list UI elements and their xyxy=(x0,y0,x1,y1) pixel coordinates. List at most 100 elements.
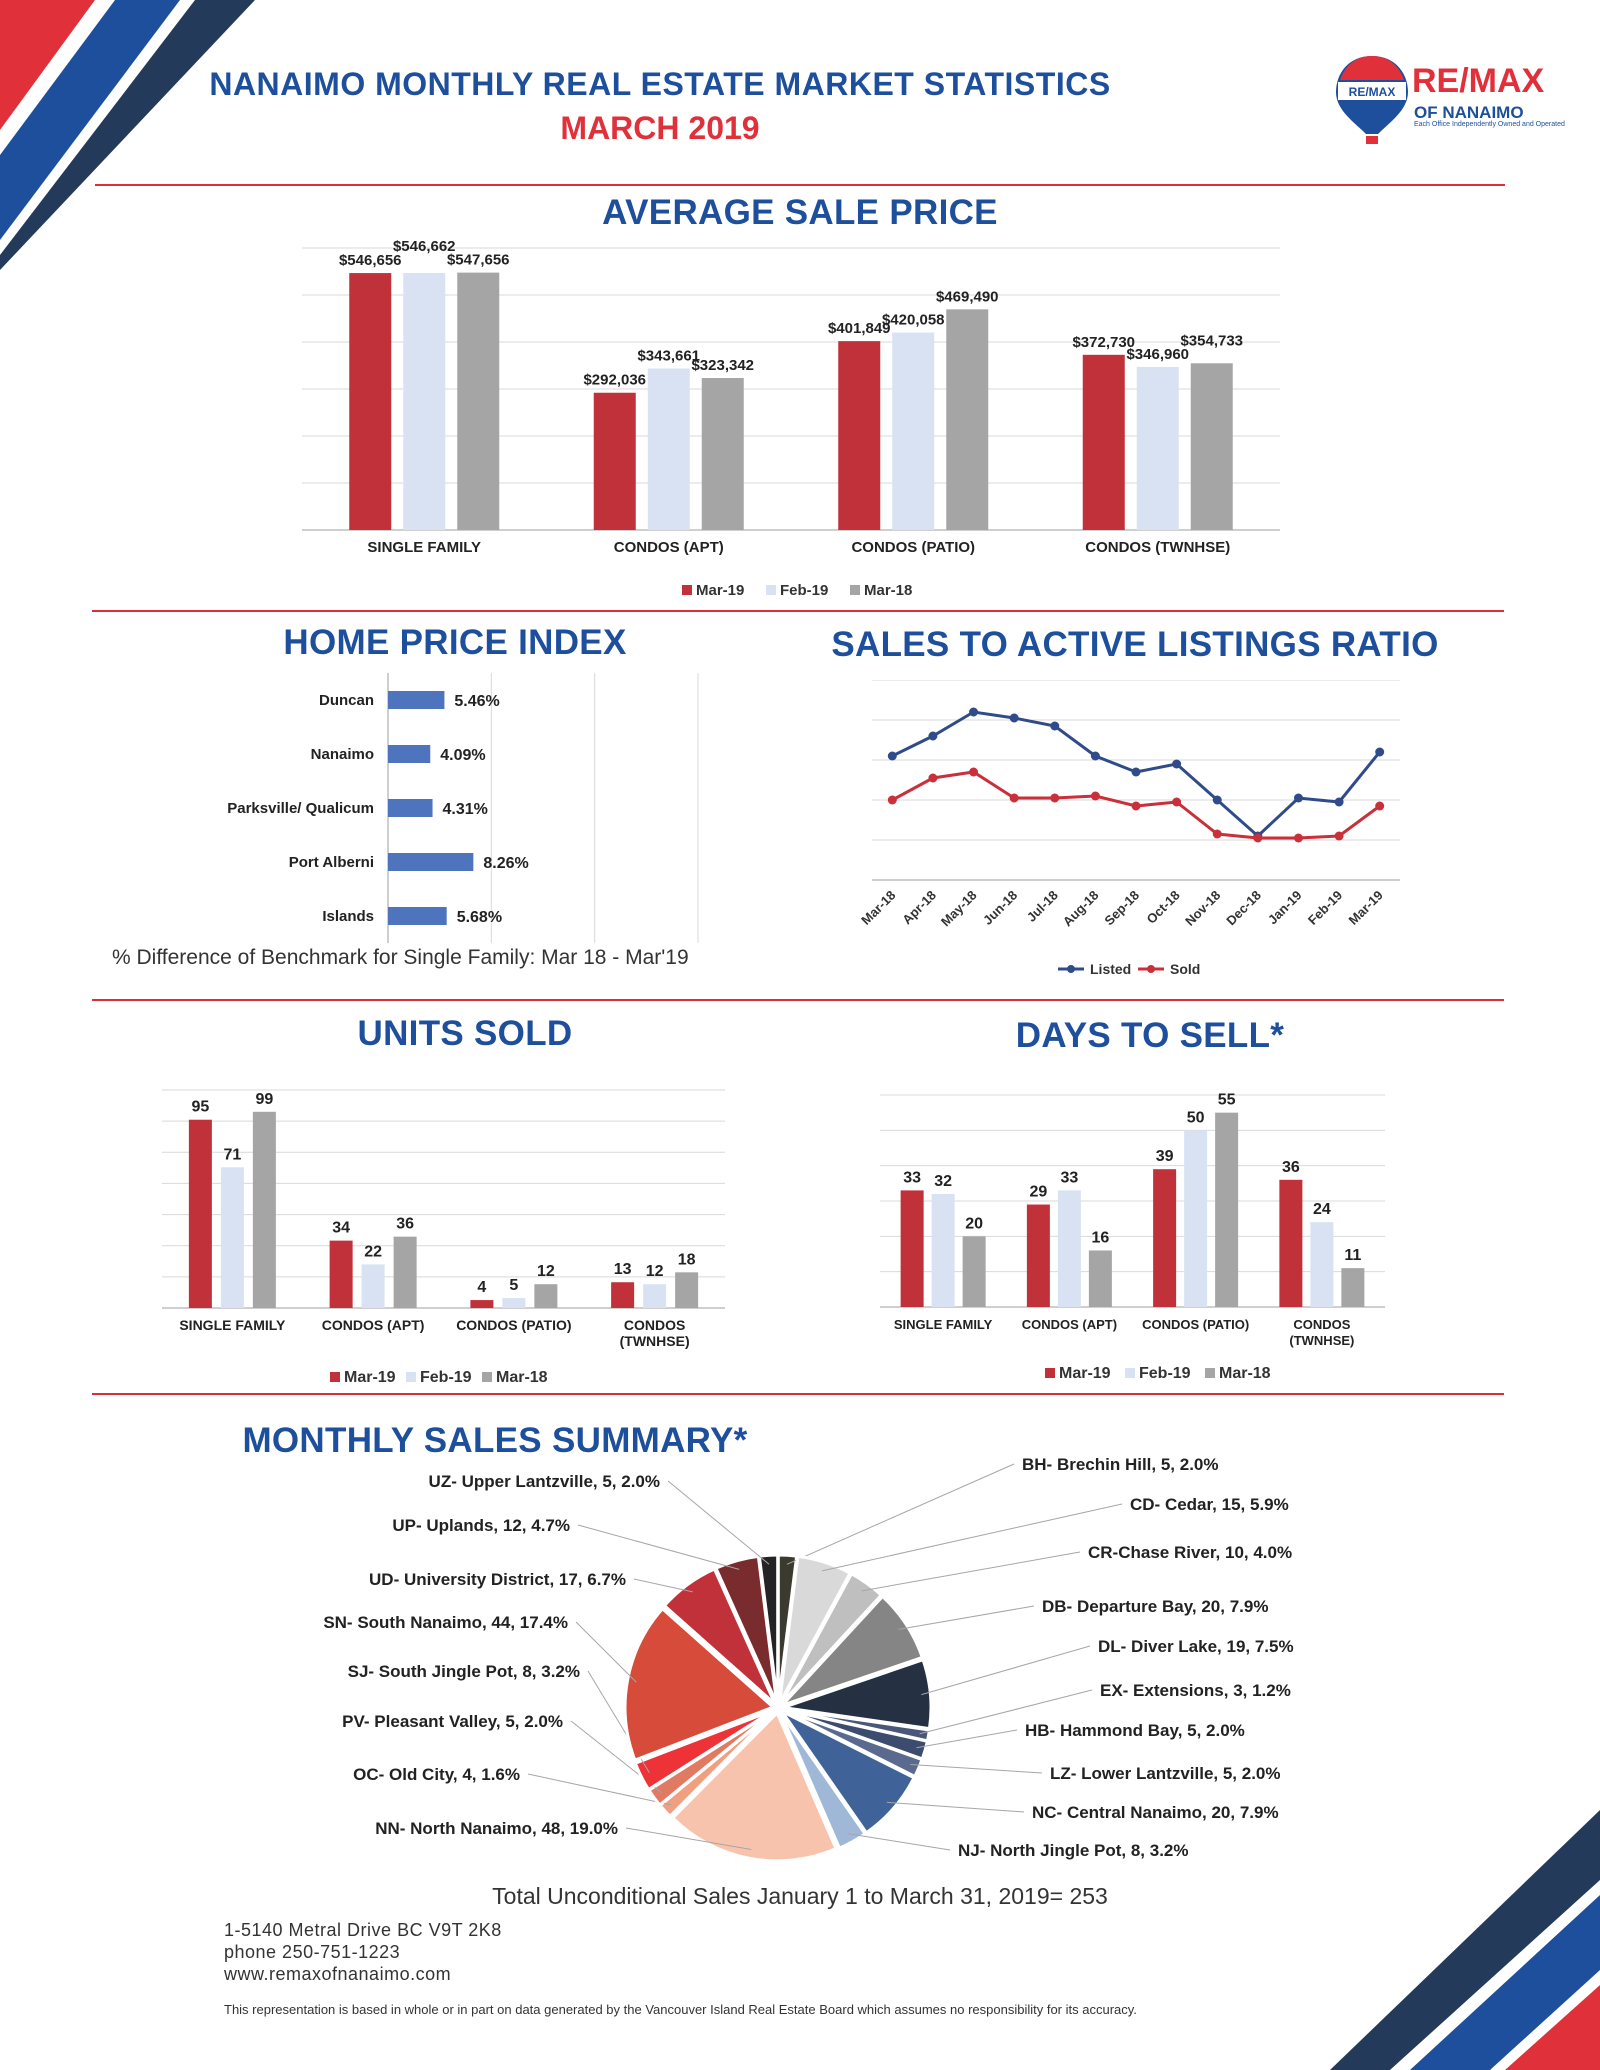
data-label: 4 xyxy=(477,1279,486,1296)
category-label: SINGLE FAMILY xyxy=(179,1317,286,1333)
data-label: 18 xyxy=(678,1251,696,1268)
bar-feb-19 xyxy=(892,332,935,530)
pie-label: NJ- North Jingle Pot, 8, 3.2% xyxy=(958,1841,1189,1860)
data-point xyxy=(1050,793,1060,803)
legend-swatch xyxy=(1205,1368,1215,1378)
leader-line xyxy=(575,1621,637,1683)
x-tick-label: Mar-18 xyxy=(860,888,898,928)
total-sales-note: Total Unconditional Sales January 1 to M… xyxy=(492,1883,1108,1909)
bar-mar-18 xyxy=(534,1284,558,1308)
bar-mar-19 xyxy=(900,1190,924,1307)
legend-swatch xyxy=(682,585,692,595)
footer-phone: phone 250-751-1223 xyxy=(224,1942,401,1962)
pie-slice xyxy=(662,1566,777,1706)
legend-swatch xyxy=(406,1372,416,1382)
category-label: (TWNHSE) xyxy=(620,1333,690,1349)
bar-mar-19 xyxy=(1026,1204,1050,1307)
page-title: NANAIMO MONTHLY REAL ESTATE MARKET STATI… xyxy=(209,66,1111,102)
pie-label: CD- Cedar, 15, 5.9% xyxy=(1130,1495,1289,1514)
data-label: 16 xyxy=(1091,1229,1109,1246)
pie-label: UP- Uplands, 12, 4.7% xyxy=(392,1516,570,1535)
footer-disclaimer: This representation is based in whole or… xyxy=(224,2002,1137,2017)
avg-price-chart: $546,656$546,662$547,656 SINGLE FAMILY $29… xyxy=(302,240,1280,599)
data-label: $469,490 xyxy=(936,288,999,305)
x-tick-label: Sep-18 xyxy=(1101,888,1142,929)
bar-feb-19 xyxy=(220,1167,244,1308)
data-point xyxy=(969,767,979,777)
pie-slice xyxy=(779,1711,868,1851)
pie-label: BH- Brechin Hill, 5, 2.0% xyxy=(1022,1455,1219,1474)
legend-entry: Feb-19 xyxy=(780,582,828,599)
page-subtitle: MARCH 2019 xyxy=(560,110,760,146)
divider-4 xyxy=(92,1393,1504,1395)
logo-wordmark: RE/MAX xyxy=(1412,62,1545,100)
hpi-bar xyxy=(388,799,433,817)
hpi-chart: Duncan 5.46% Nanaimo 4.09% Parksville/ Quali… xyxy=(227,673,699,943)
x-tick-label: Apr-18 xyxy=(899,888,939,928)
bar-mar-19 xyxy=(1082,354,1125,530)
category-label: CONDOS xyxy=(624,1317,685,1333)
legend-entry: Feb-19 xyxy=(420,1369,472,1386)
data-point xyxy=(1131,767,1141,777)
bar-mar-19 xyxy=(611,1282,635,1308)
logo-tagline: Each Office Independently Owned and Oper… xyxy=(1414,121,1565,128)
data-point xyxy=(1253,833,1263,843)
data-label: 11 xyxy=(1344,1247,1361,1264)
bar-mar-19 xyxy=(1153,1169,1177,1307)
data-point xyxy=(1050,721,1060,731)
divider-1 xyxy=(95,184,1505,186)
data-point xyxy=(928,773,938,783)
data-point xyxy=(1131,801,1141,811)
pie-label: UZ- Upper Lantzville, 5, 2.0% xyxy=(429,1472,660,1491)
bar-mar-19 xyxy=(470,1300,494,1308)
hpi-value-label: 5.46% xyxy=(454,693,499,710)
data-point xyxy=(1009,713,1019,723)
bar-feb-19 xyxy=(1184,1130,1208,1307)
data-label: $343,661 xyxy=(637,347,700,364)
x-tick-label: Dec-18 xyxy=(1223,888,1264,929)
legend-marker xyxy=(1067,965,1075,973)
data-label: 99 xyxy=(255,1091,273,1108)
data-label: 95 xyxy=(191,1099,209,1116)
bar-feb-19 xyxy=(502,1298,526,1308)
bar-mar-18 xyxy=(457,272,500,530)
data-label: 33 xyxy=(903,1169,921,1186)
summary-title: MONTHLY SALES SUMMARY* xyxy=(242,1421,748,1460)
corner-stripes-bottom-right xyxy=(1330,1810,1600,2070)
data-point xyxy=(1334,831,1344,841)
leader-line xyxy=(921,1645,1091,1696)
data-point xyxy=(969,707,979,717)
x-tick-label: Oct-18 xyxy=(1144,888,1183,927)
x-tick-label: Jul-18 xyxy=(1024,888,1061,925)
days-chart: 33 32 20 SINGLE FAMILY 29 33 16 CONDOS (APT) 39 5… xyxy=(880,1092,1385,1382)
hpi-value-label: 4.31% xyxy=(443,801,488,818)
x-tick-label: Aug-18 xyxy=(1060,888,1102,930)
legend-marker xyxy=(1147,965,1155,973)
legend-entry: Mar-18 xyxy=(864,582,912,599)
data-label: $354,733 xyxy=(1180,332,1243,349)
bar-feb-19 xyxy=(647,368,690,530)
bar-mar-18 xyxy=(1088,1250,1112,1307)
data-label: $346,960 xyxy=(1126,346,1189,363)
data-label: 34 xyxy=(332,1220,350,1237)
x-tick-label: Jan-19 xyxy=(1265,888,1305,928)
balloon-text: RE/MAX xyxy=(1349,85,1396,99)
days-title: DAYS TO SELL* xyxy=(1015,1016,1285,1055)
bar-mar-19 xyxy=(349,273,392,530)
pie-label: DB- Departure Bay, 20, 7.9% xyxy=(1042,1597,1268,1616)
leader-line xyxy=(577,1524,740,1570)
bar-feb-19 xyxy=(403,273,446,530)
data-label: $420,058 xyxy=(882,312,945,329)
data-label: 24 xyxy=(1313,1201,1331,1218)
avg-price-title: AVERAGE SALE PRICE xyxy=(602,193,998,232)
footer-website[interactable]: www.remaxofnanaimo.com xyxy=(224,1964,452,1984)
legend-entry: Mar-19 xyxy=(344,1369,396,1386)
pie-label: HB- Hammond Bay, 5, 2.0% xyxy=(1025,1721,1245,1740)
data-label: $292,036 xyxy=(583,372,646,389)
data-point xyxy=(887,751,897,761)
data-label: 33 xyxy=(1060,1169,1078,1186)
hpi-bar xyxy=(388,691,445,709)
bar-feb-19 xyxy=(1310,1222,1334,1307)
pie-slice xyxy=(670,1710,839,1863)
data-label: 12 xyxy=(646,1263,664,1280)
